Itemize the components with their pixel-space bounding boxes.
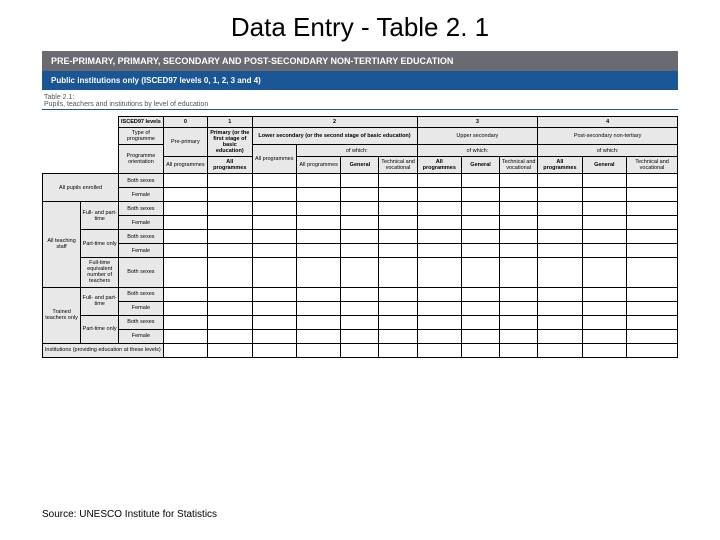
row-fte: Full-time equivalent number of teachers — [81, 258, 119, 287]
hdr-general: General — [582, 157, 626, 174]
table-row: Female — [43, 329, 678, 343]
table-row: Full-time equivalent number of teachers … — [43, 258, 678, 287]
hdr-ofwhich: of which: — [538, 145, 678, 157]
hdr-lowersec: Lower secondary (or the second stage of … — [252, 128, 417, 145]
table-number: Table 2.1: — [42, 94, 678, 101]
row-institutions: Institutions (providing education at the… — [43, 343, 164, 357]
row-female: Female — [119, 188, 163, 202]
row-bothsexes: Both sexes — [119, 202, 163, 216]
table-row: Female — [43, 301, 678, 315]
row-fullpart: Full- and part-time — [81, 202, 119, 230]
hdr-ofwhich: of which: — [296, 145, 417, 157]
hdr-allprog: All programmes — [163, 157, 207, 174]
row-female: Female — [119, 301, 163, 315]
row-parttime: Part-time only — [81, 230, 119, 258]
hdr-general: General — [462, 157, 500, 174]
content-area: PRE-PRIMARY, PRIMARY, SECONDARY AND POST… — [0, 51, 720, 358]
section-bar-1: PRE-PRIMARY, PRIMARY, SECONDARY AND POST… — [42, 51, 678, 71]
hdr-preprimary: Pre-primary — [163, 128, 207, 157]
table-row: Part-time only Both sexes — [43, 315, 678, 329]
table-row: Female — [43, 216, 678, 230]
hdr-ofwhich: of which: — [417, 145, 538, 157]
row-bothsexes: Both sexes — [119, 315, 163, 329]
hdr-2: 2 — [252, 117, 417, 128]
hdr-general: General — [341, 157, 379, 174]
table-row: Institutions (providing education at the… — [43, 343, 678, 357]
hdr-techvoc: Technical and vocational — [500, 157, 538, 174]
hdr-allprog: All programmes — [296, 157, 340, 174]
hdr-3: 3 — [417, 117, 538, 128]
row-bothsexes: Both sexes — [119, 174, 163, 188]
hdr-allprog: All programmes — [417, 157, 461, 174]
source-text: Source: UNESCO Institute for Statistics — [42, 509, 217, 520]
row-female: Female — [119, 216, 163, 230]
hdr-type: Type of programme — [119, 128, 163, 145]
row-parttime: Part-time only — [81, 315, 119, 343]
page-title: Data Entry - Table 2. 1 — [0, 0, 720, 51]
table-header-row: ISCED97 levels 0 1 2 3 4 — [43, 117, 678, 128]
hdr-0: 0 — [163, 117, 207, 128]
table-row: Female — [43, 244, 678, 258]
hdr-isced: ISCED97 levels — [119, 117, 163, 128]
hdr-orient: Programme orientation — [119, 145, 163, 174]
row-allteaching: All teaching staff — [43, 202, 81, 287]
table-header-row: Programme orientation All programmes of … — [43, 145, 678, 157]
row-female: Female — [119, 244, 163, 258]
row-allpupils: All pupils enrolled — [43, 174, 119, 202]
hdr-allprog: All programmes — [538, 157, 582, 174]
hdr-4: 4 — [538, 117, 678, 128]
row-bothsexes: Both sexes — [119, 287, 163, 301]
hdr-allprog: All programmes — [208, 157, 252, 174]
hdr-techvoc: Technical and vocational — [379, 157, 417, 174]
table-row: Part-time only Both sexes — [43, 230, 678, 244]
row-bothsexes: Both sexes — [119, 230, 163, 244]
table-description: Pupils, teachers and institutions by lev… — [42, 101, 678, 108]
hdr-postsec: Post-secondary non-tertiary — [538, 128, 678, 145]
table-row: All pupils enrolled Both sexes — [43, 174, 678, 188]
table-header-row: Type of programme Pre-primary Primary (o… — [43, 128, 678, 145]
row-female: Female — [119, 329, 163, 343]
section-bar-2: Public institutions only (ISCED97 levels… — [42, 71, 678, 90]
table-subheader: Table 2.1: Pupils, teachers and institut… — [42, 92, 678, 110]
row-fullpart: Full- and part-time — [81, 287, 119, 315]
hdr-techvoc: Technical and vocational — [627, 157, 678, 174]
data-table: ISCED97 levels 0 1 2 3 4 Type of program… — [42, 116, 678, 358]
table-row: All teaching staff Full- and part-time B… — [43, 202, 678, 216]
hdr-primary: Primary (or the first stage of basic edu… — [208, 128, 252, 157]
row-trained: Trained teachers only — [43, 287, 81, 343]
hdr-1: 1 — [208, 117, 252, 128]
table-row: Trained teachers only Full- and part-tim… — [43, 287, 678, 301]
table-row: Female — [43, 188, 678, 202]
hdr-uppersec: Upper secondary — [417, 128, 538, 145]
hdr-allprog: All programmes — [252, 145, 296, 174]
row-bothsexes: Both sexes — [119, 258, 163, 287]
